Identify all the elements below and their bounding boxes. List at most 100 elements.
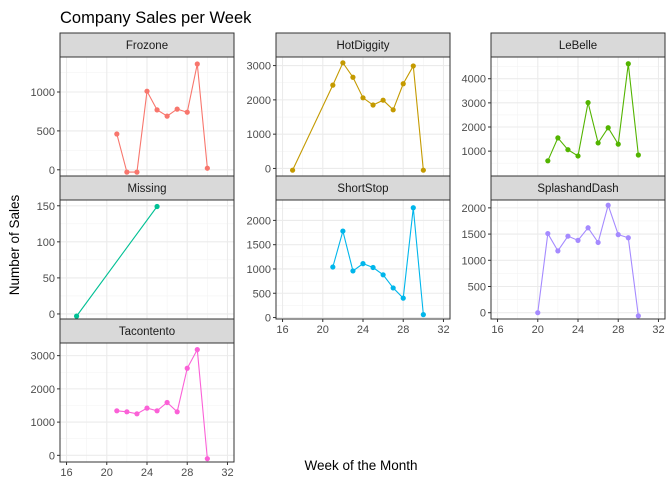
facet-strip-label: ShortStop [337, 183, 388, 195]
data-point [330, 264, 336, 270]
series-line-shortstop [332, 207, 424, 315]
x-tick-label: 32 [221, 467, 233, 479]
y-tick-label: 1000 [31, 87, 55, 99]
y-tick-label: 1500 [247, 240, 271, 252]
data-point [194, 61, 200, 67]
facet-lebelle: LeBelle10002000300040001620242832 [462, 32, 666, 193]
data-point [350, 74, 356, 80]
y-tick-label: 1500 [462, 229, 486, 241]
data-point [410, 63, 416, 69]
facet-shortstop: ShortStop 0 500 1000 1500 2000 16 20 24 28 32 [247, 175, 451, 336]
facet-hotdiggity: HotDiggity01000200030001620242832 [247, 32, 451, 193]
data-point [124, 169, 130, 175]
y-tick-label: 2000 [462, 122, 486, 134]
y-tick-label: 0 [49, 309, 55, 321]
x-tick-label: 16 [491, 324, 503, 336]
facet-tacontento: Tacontento 0 1000 2000 3000 16 20 24 28 32 [31, 318, 235, 479]
data-point [575, 237, 581, 243]
facet-strip [59, 318, 235, 344]
data-point [380, 97, 386, 103]
facet-missing: Missing0501001501620242832 [37, 175, 235, 336]
data-point [350, 268, 356, 274]
data-point [114, 131, 120, 137]
series-line-missing [76, 206, 158, 317]
facet-strip-label: Frozone [126, 40, 168, 52]
facet-strip-label: HotDiggity [336, 40, 389, 52]
x-tick-label: 28 [397, 324, 409, 336]
y-tick-label: 1000 [462, 255, 486, 267]
data-point [615, 231, 621, 238]
data-point [635, 152, 641, 158]
data-point [164, 113, 170, 119]
data-point [545, 158, 551, 164]
x-tick-label: 20 [101, 467, 113, 479]
chart-title: Company Sales per Week [60, 9, 252, 27]
panel-grid [60, 200, 234, 319]
data-point [535, 310, 541, 316]
data-point [124, 409, 130, 415]
y-axis-title: Number of Sales [7, 194, 22, 295]
data-point [164, 399, 170, 406]
facet-strip [59, 32, 235, 58]
data-point [134, 411, 140, 417]
x-tick-label: 24 [572, 324, 584, 336]
data-point [370, 264, 376, 271]
x-tick-label: 20 [532, 324, 544, 336]
data-point [625, 61, 631, 67]
data-point [565, 233, 571, 239]
data-point [174, 409, 180, 415]
y-tick-label: 2000 [462, 203, 486, 215]
data-point [565, 147, 571, 153]
data-point [545, 230, 551, 237]
y-tick-label: 2000 [31, 384, 55, 396]
y-tick-label: 150 [37, 201, 55, 213]
y-tick-label: 0 [49, 165, 55, 177]
y-tick-label: 1000 [247, 264, 271, 276]
series-line-tacontento [116, 347, 208, 459]
data-point [154, 107, 160, 113]
y-tick-label: 3000 [31, 351, 55, 363]
x-tick-label: 32 [437, 324, 449, 336]
y-tick-label: 500 [468, 281, 486, 293]
data-point [635, 313, 641, 319]
x-axis-title: Week of the Month [304, 458, 417, 473]
y-tick-label: 2000 [247, 95, 271, 107]
data-point [390, 107, 396, 113]
data-point [410, 205, 416, 211]
data-point [615, 141, 621, 147]
data-point [370, 102, 376, 108]
data-point [154, 203, 160, 210]
series-line-lebelle [547, 63, 639, 162]
data-point [585, 100, 591, 106]
data-point [73, 313, 80, 319]
panel-grid [491, 200, 665, 319]
data-point [134, 169, 140, 175]
y-tick-label: 3000 [247, 61, 271, 73]
series-line-frozone [116, 63, 208, 173]
data-point [144, 88, 150, 94]
data-point [420, 312, 426, 318]
data-point [595, 140, 601, 146]
data-point [330, 82, 336, 88]
x-tick-label: 32 [652, 324, 664, 336]
data-point [575, 153, 581, 159]
data-point [289, 167, 296, 173]
x-tick-label: 16 [60, 467, 72, 479]
data-point [555, 248, 561, 254]
y-tick-label: 0 [265, 163, 271, 175]
x-tick-label: 28 [181, 467, 193, 479]
facet-strip-label: SplashandDash [537, 183, 618, 195]
y-tick-label: 500 [37, 126, 55, 138]
y-tick-label: 100 [37, 237, 55, 249]
y-tick-label: 4000 [462, 74, 486, 86]
x-tick-label: 24 [141, 467, 153, 479]
facet-strip [275, 175, 451, 201]
y-tick-label: 3000 [462, 98, 486, 110]
data-point [420, 167, 426, 173]
data-point [340, 228, 346, 234]
data-point [555, 135, 561, 141]
y-tick-label: 1000 [247, 129, 271, 141]
data-point [360, 261, 366, 267]
data-point [204, 456, 210, 462]
